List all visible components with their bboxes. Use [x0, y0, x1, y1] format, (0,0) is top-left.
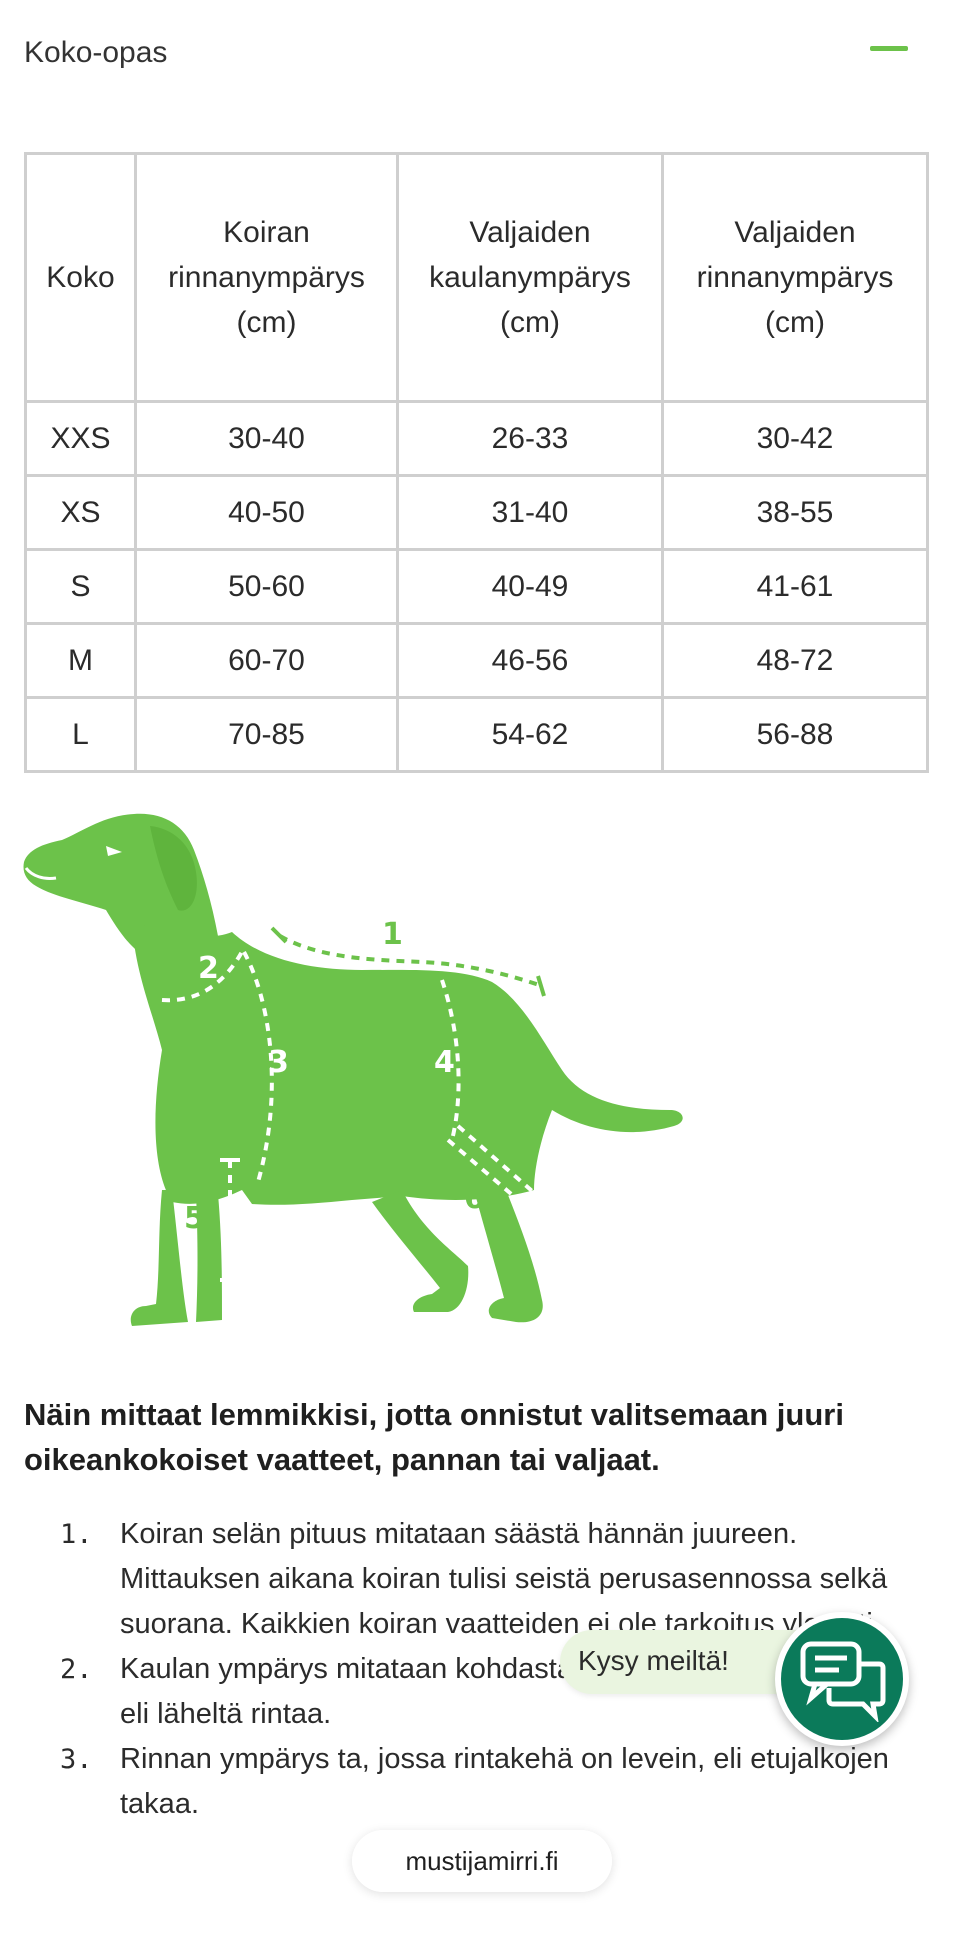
cell-harness-neck: 54-62 — [396, 696, 664, 773]
list-item: 1. Koiran selän pituus mitataan säästä h… — [60, 1512, 910, 1647]
cell-size: XXS — [24, 400, 137, 477]
browser-url-bar[interactable]: mustijamirri.fi — [352, 1830, 612, 1892]
measure-label-6: 6 — [464, 1181, 485, 1216]
size-table: Koko Koiran rinnanympärys (cm) Valjaiden ka… — [24, 152, 929, 773]
list-item-number: 1. — [60, 1519, 93, 1550]
cell-harness-neck: 26-33 — [396, 400, 664, 477]
dog-front-leg-back — [196, 1194, 222, 1322]
url-text: mustijamirri.fi — [405, 1846, 559, 1876]
measure-label-3: 3 — [268, 1045, 289, 1080]
measure-line-3 — [242, 951, 274, 1183]
cell-dog-chest: 60-70 — [134, 622, 399, 699]
cell-harness-neck: 31-40 — [396, 474, 664, 551]
measure-line-2 — [161, 947, 246, 1003]
measure-line-1 — [279, 934, 543, 988]
chat-open-button[interactable] — [775, 1612, 909, 1746]
dog-eye — [106, 846, 122, 856]
chat-prompt-text: Kysy meiltä! — [578, 1645, 729, 1676]
dog-hind-leg-back — [474, 1180, 543, 1323]
header-dog-chest: Koiran rinnanympärys (cm) — [134, 152, 399, 403]
cell-harness-neck: 46-56 — [396, 622, 664, 699]
cell-size: XS — [24, 474, 137, 551]
table-row: XS 40-50 31-40 38-55 — [24, 474, 929, 551]
cell-harness-chest: 56-88 — [661, 696, 929, 773]
measure-label-1: 1 — [382, 917, 403, 952]
cell-dog-chest: 50-60 — [134, 548, 399, 625]
size-guide-accordion-header[interactable]: Koko-opas — [24, 22, 936, 82]
table-row: M 60-70 46-56 48-72 — [24, 622, 929, 699]
table-row: L 70-85 54-62 56-88 — [24, 696, 929, 773]
table-row: S 50-60 40-49 41-61 — [24, 548, 929, 625]
list-item: 3. Rinnan ympärys ta, jossa rintakehä on… — [60, 1737, 910, 1827]
dog-hind-leg — [372, 1190, 469, 1312]
list-item-text: Koiran selän pituus mitataan säästä hänn… — [120, 1518, 888, 1640]
cell-harness-neck: 40-49 — [396, 548, 664, 625]
chat-icon — [800, 1641, 886, 1722]
accordion-title: Koko-opas — [24, 36, 168, 69]
measure-line-6 — [456, 1124, 542, 1200]
cell-dog-chest: 40-50 — [134, 474, 399, 551]
header-harness-chest: Valjaiden rinnanympärys (cm) — [661, 152, 929, 403]
measure-label-5: 5 — [184, 1201, 205, 1236]
list-item-number: 2. — [60, 1654, 93, 1685]
list-item-text: Rinnan ympärys ta, jossa rintakehä on le… — [120, 1743, 889, 1820]
cell-harness-chest: 48-72 — [661, 622, 929, 699]
measure-label-4: 4 — [434, 1045, 455, 1080]
dog-measurement-illustration: 1 2 3 4 5 6 — [23, 813, 683, 1326]
header-size: Koko — [24, 152, 137, 403]
cell-harness-chest: 38-55 — [661, 474, 929, 551]
dog-ear — [150, 826, 197, 911]
list-item-number: 3. — [60, 1744, 93, 1775]
table-row: XXS 30-40 26-33 30-42 — [24, 400, 929, 477]
measure-line-4 — [440, 979, 461, 1141]
cell-dog-chest: 70-85 — [134, 696, 399, 773]
cell-size: S — [24, 548, 137, 625]
cell-harness-chest: 30-42 — [661, 400, 929, 477]
dog-mouth — [24, 867, 57, 880]
chat-prompt-bubble[interactable]: Kysy meiltä! — [560, 1630, 810, 1694]
dog-front-leg — [130, 1190, 188, 1326]
cell-harness-chest: 41-61 — [661, 548, 929, 625]
measure-label-2: 2 — [198, 951, 219, 986]
collapse-minus-icon[interactable] — [870, 46, 908, 51]
cell-dog-chest: 30-40 — [134, 400, 399, 477]
table-header-row: Koko Koiran rinnanympärys (cm) Valjaiden ka… — [24, 152, 929, 403]
measure-line-6b — [446, 1138, 532, 1212]
cell-size: L — [24, 696, 137, 773]
guide-heading: Näin mittaat lemmikkisi, jotta onnistut … — [24, 1397, 844, 1477]
header-harness-neck: Valjaiden kaulanympärys (cm) — [396, 152, 664, 403]
cell-size: M — [24, 622, 137, 699]
